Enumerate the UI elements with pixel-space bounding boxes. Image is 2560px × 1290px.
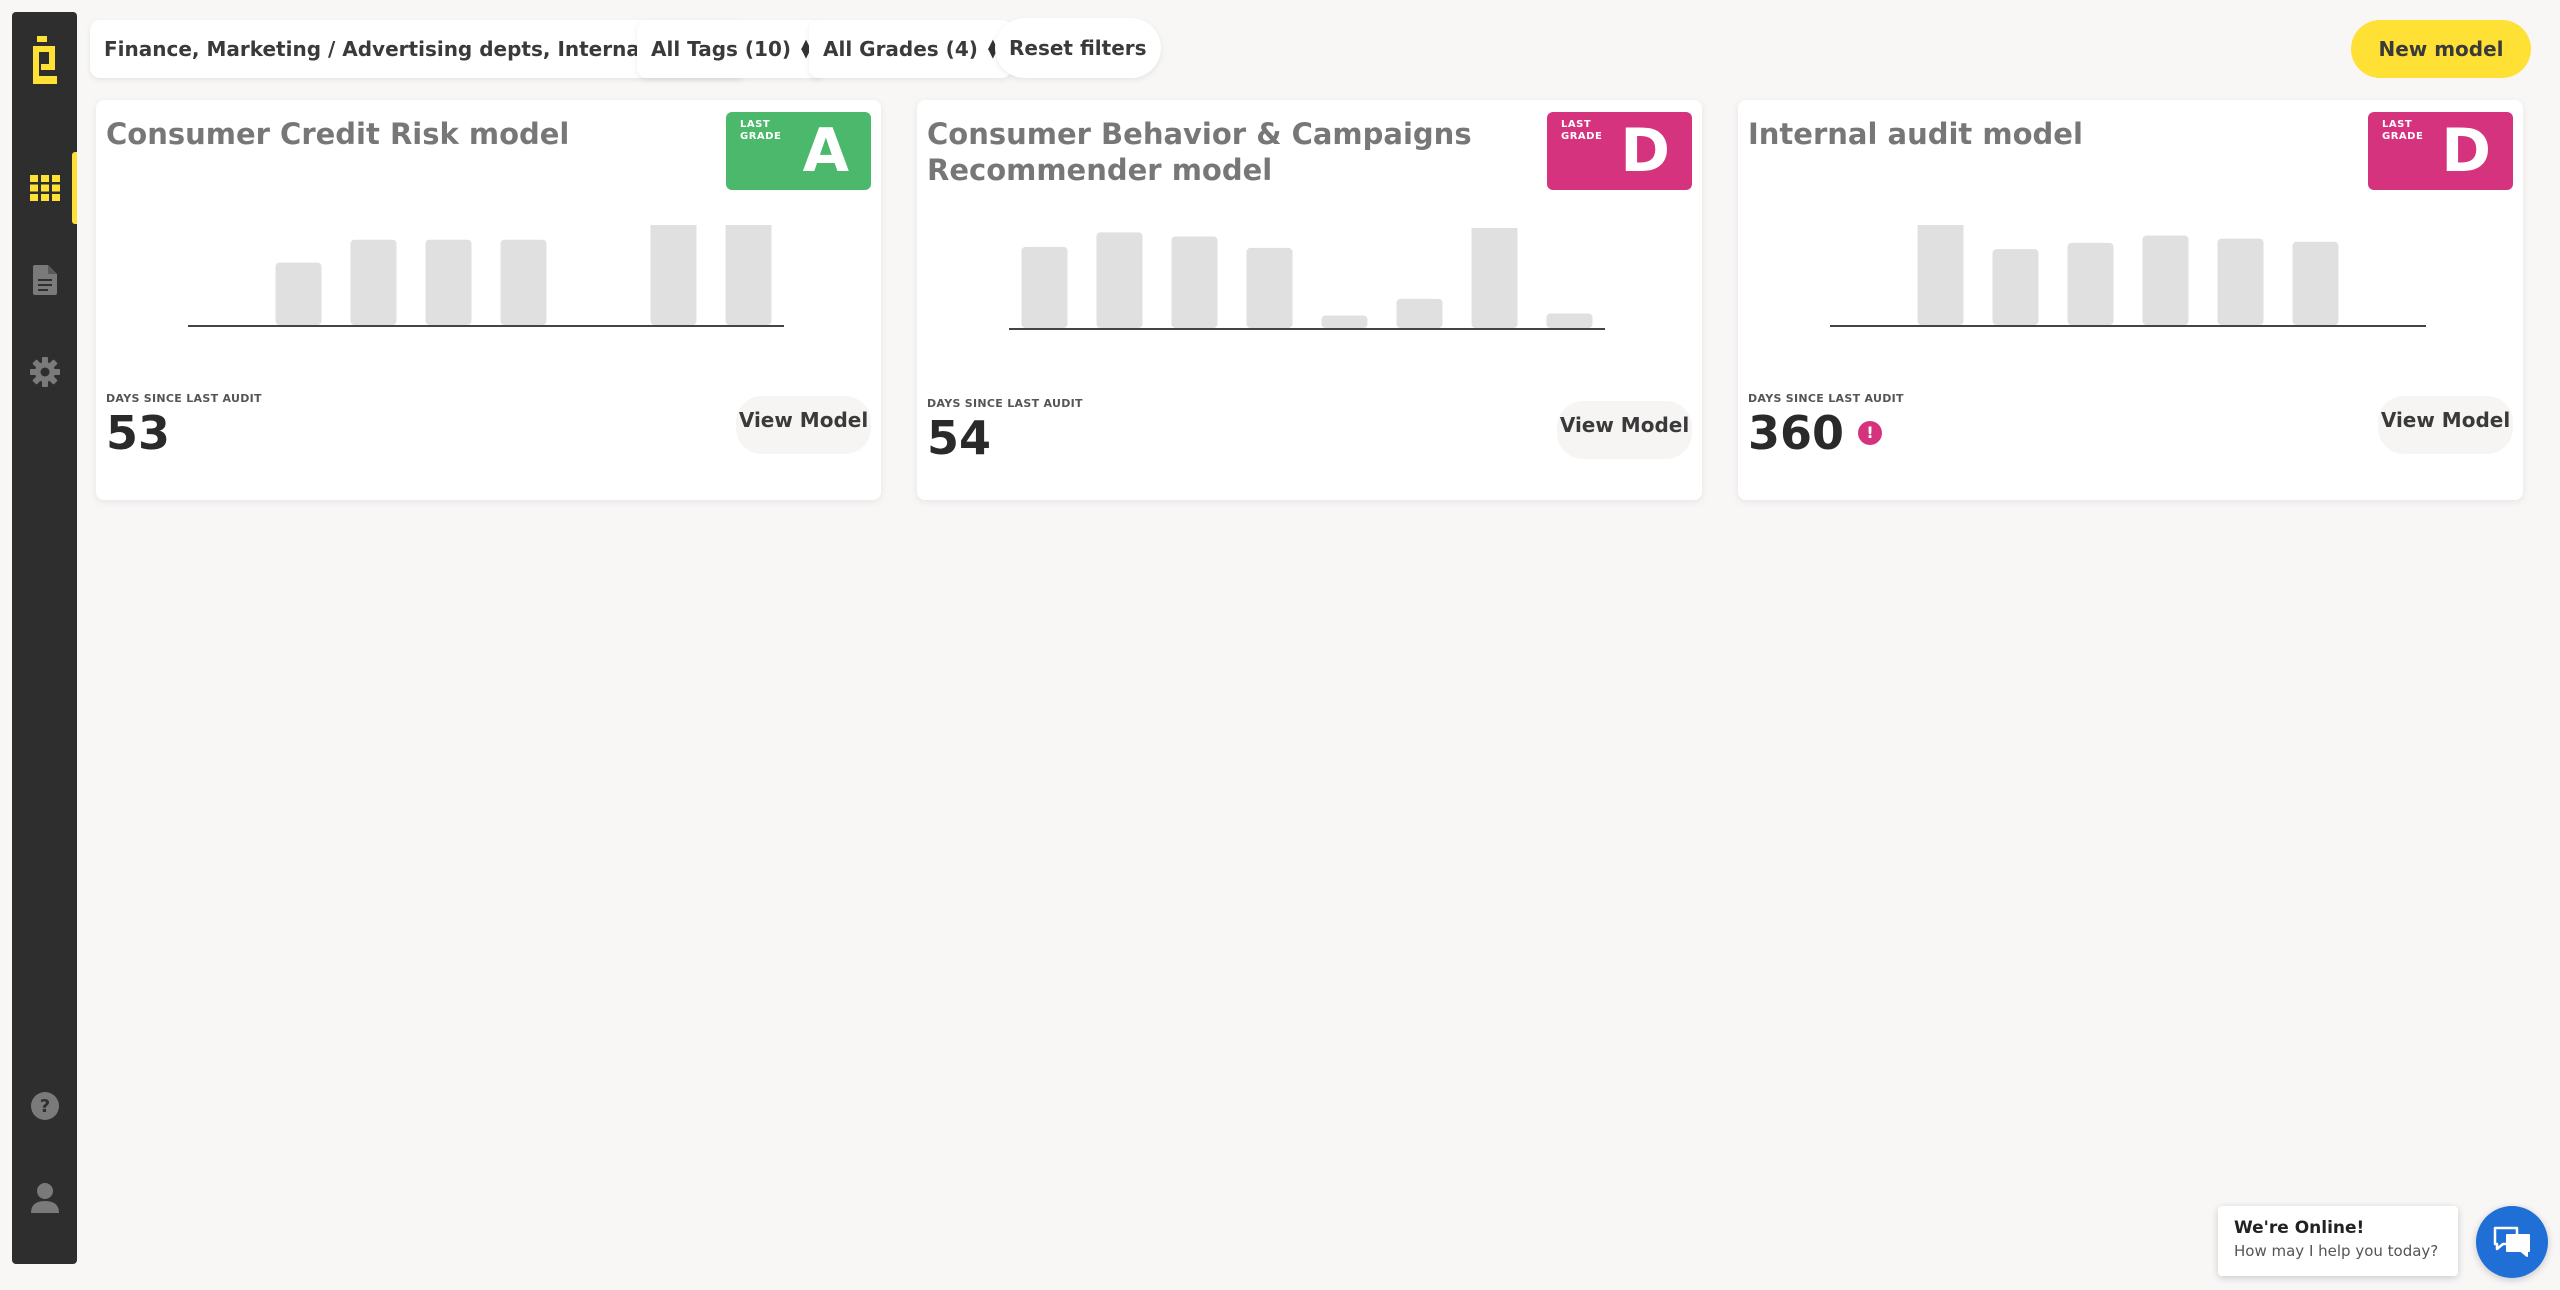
department-filter[interactable]: Finance, Marketing / Advertising depts, … (90, 20, 747, 78)
chart-bar (350, 239, 397, 325)
grade-badge: LAST GRADE D (2368, 112, 2513, 190)
chat-greeting[interactable]: We're Online! How may I help you today? (2218, 1206, 2458, 1276)
chart-bar (1171, 236, 1218, 328)
grades-filter-label: All Grades (4) (823, 37, 978, 61)
days-since-audit-value: 53 (106, 408, 170, 458)
grade-history-chart (188, 225, 784, 327)
chart-bar (1546, 313, 1593, 328)
chart-bar (2142, 235, 2189, 325)
sort-arrows-icon: ▲▼ (987, 37, 998, 61)
chart-bar (275, 262, 322, 325)
sort-arrows-icon: ▲▼ (801, 37, 812, 61)
sidebar: ? (12, 12, 77, 1264)
chart-bar (2292, 241, 2339, 325)
user-icon (30, 1183, 59, 1213)
model-title: Consumer Credit Risk model (106, 117, 570, 151)
view-model-button[interactable]: View Model (2378, 396, 2513, 454)
document-icon (32, 265, 57, 295)
view-model-button[interactable]: View Model (736, 396, 871, 454)
days-number: 360 (1748, 406, 1845, 460)
sidebar-item-settings[interactable] (12, 336, 77, 408)
grid-icon (29, 175, 60, 201)
chat-icon (2493, 1226, 2530, 1257)
view-model-button[interactable]: View Model (1557, 401, 1692, 459)
new-model-button[interactable]: New model (2351, 20, 2531, 78)
sidebar-item-models[interactable] (12, 152, 77, 224)
chart-bar (500, 239, 547, 325)
tags-filter-label: All Tags (10) (651, 37, 792, 61)
department-filter-label: Finance, Marketing / Advertising depts, … (104, 37, 713, 61)
chat-subtitle: How may I help you today? (2234, 1242, 2439, 1260)
grades-filter[interactable]: All Grades (4) ▲ ▼ (809, 20, 1012, 78)
model-title: Consumer Behavior & Campaigns Recommende… (927, 117, 1472, 187)
e-logo-icon[interactable] (31, 36, 59, 92)
sidebar-item-documents[interactable] (12, 244, 77, 316)
chart-bar (2217, 238, 2264, 325)
chat-title: We're Online! (2234, 1218, 2365, 1238)
grade-label: LAST GRADE (2382, 119, 2424, 142)
chart-bar (650, 225, 697, 325)
grade-history-chart (1830, 225, 2426, 327)
sidebar-item-help[interactable]: ? (12, 1070, 77, 1142)
chart-bar (1396, 298, 1443, 328)
chart-bar (1992, 249, 2039, 325)
svg-text:?: ? (39, 1096, 49, 1117)
days-since-audit-label: DAYS SINCE LAST AUDIT (1748, 392, 1904, 405)
days-since-audit-label: DAYS SINCE LAST AUDIT (927, 397, 1083, 410)
chart-bar (1917, 225, 1964, 325)
warning-icon[interactable]: ! (1858, 421, 1883, 445)
help-icon: ? (30, 1092, 59, 1120)
chat-launcher-button[interactable] (2476, 1206, 2548, 1278)
days-since-audit-value: 54 (927, 413, 991, 463)
days-number: 54 (927, 411, 992, 465)
chart-bar (425, 239, 472, 325)
gear-icon (29, 357, 60, 387)
chart-bar (1096, 232, 1143, 328)
grade-badge: LAST GRADE A (726, 112, 871, 190)
chart-bar (1246, 247, 1293, 328)
days-since-audit-label: DAYS SINCE LAST AUDIT (106, 392, 262, 405)
grade-letter: D (2441, 116, 2491, 186)
reset-filters-button[interactable]: Reset filters (995, 18, 1161, 78)
sidebar-item-profile[interactable] (12, 1162, 77, 1234)
model-card: Consumer Behavior & Campaigns Recommende… (917, 100, 1702, 500)
days-since-audit-value: 360 ! (1748, 406, 1883, 460)
model-card: Consumer Credit Risk model LAST GRADE A … (96, 100, 881, 500)
grade-letter: D (1620, 116, 1670, 186)
chart-bar (725, 225, 772, 325)
grade-letter: A (802, 116, 849, 186)
chart-bar (2067, 242, 2114, 325)
grade-label: LAST GRADE (740, 119, 782, 142)
chart-bar (1321, 315, 1368, 328)
chart-bar (1471, 228, 1518, 328)
model-card: Internal audit model LAST GRADE D DAYS S… (1738, 100, 2523, 500)
grade-badge: LAST GRADE D (1547, 112, 1692, 190)
grade-label: LAST GRADE (1561, 119, 1603, 142)
days-number: 53 (106, 406, 171, 460)
tags-filter[interactable]: All Tags (10) ▲ ▼ (637, 20, 826, 78)
model-title: Internal audit model (1748, 117, 2083, 151)
chart-bar (1021, 246, 1068, 328)
grade-history-chart (1009, 228, 1605, 330)
